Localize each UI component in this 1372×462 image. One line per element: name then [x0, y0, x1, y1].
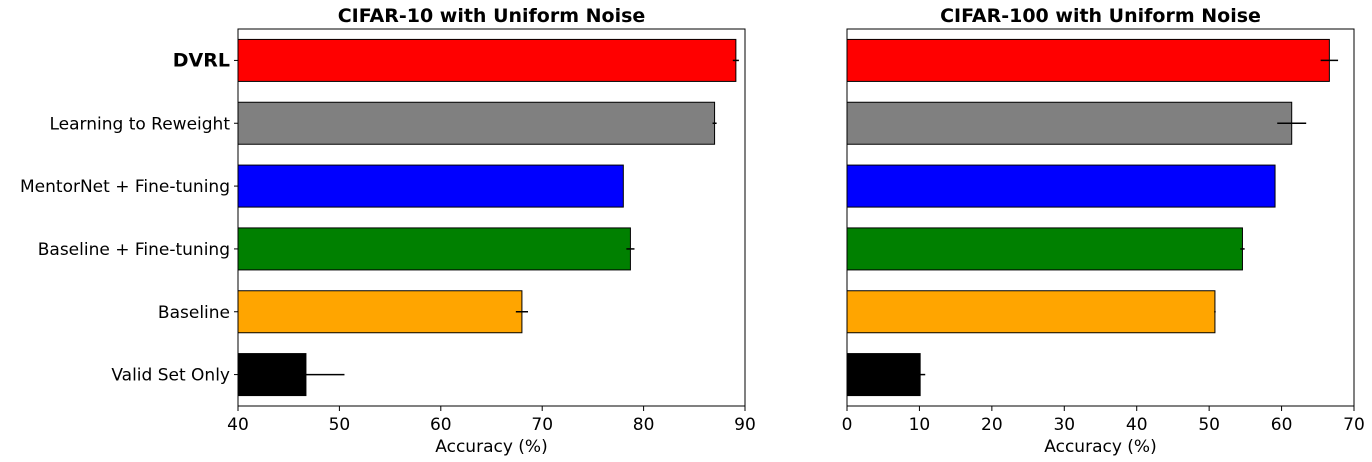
- panel1-category-label-learning-to-reweight: Learning to Reweight: [49, 114, 230, 134]
- panel1-axes-frame: [237, 28, 746, 407]
- panel1-title: CIFAR-10 with Uniform Noise: [338, 5, 646, 27]
- panel2-bar-mentornet-fine-tuning: [846, 164, 1276, 208]
- panel1-xaxis-label: Accuracy (%): [435, 437, 547, 457]
- panel1-category-label-valid-set-only: Valid Set Only: [111, 366, 230, 386]
- panel1-bar-mentornet-fine-tuning: [237, 164, 624, 208]
- panel2-xtick-label: 40: [1126, 415, 1148, 435]
- panel2-axes-frame: [846, 28, 1355, 407]
- panel1-bar-learning-to-reweight: [237, 101, 716, 145]
- panel2-chart: CIFAR-100 with Uniform Noise 0 10 20 30 40 50 6…: [842, 5, 1365, 457]
- panel1-bar-dvrl: [237, 38, 737, 82]
- panel2-xtick-label: 30: [1053, 415, 1075, 435]
- panel2-xtick-label: 10: [909, 415, 931, 435]
- panel1-xtick-label: 90: [734, 415, 756, 435]
- panel1-bar-baseline: [237, 290, 523, 334]
- panel1-xtick-label: 40: [227, 415, 249, 435]
- panel2-xtick-label: 70: [1343, 415, 1365, 435]
- panel1-xtick-label: 50: [329, 415, 351, 435]
- panel2-xaxis-label: Accuracy (%): [1044, 437, 1156, 457]
- panel2-xtick-label: 0: [842, 415, 853, 435]
- panel1-category-label-mentornet-fine-tuning: MentorNet + Fine-tuning: [20, 177, 230, 197]
- panel1-category-label-baseline-fine-tuning: Baseline + Fine-tuning: [38, 240, 230, 260]
- panel2-bar-learning-to-reweight: [846, 101, 1293, 145]
- panel2-xtick-label: 60: [1271, 415, 1293, 435]
- panel1-category-label-dvrl: DVRL: [173, 49, 230, 71]
- panel1-category-label-baseline: Baseline: [158, 303, 230, 323]
- panel2-xtick-label: 20: [981, 415, 1003, 435]
- panel2-bar-valid-set-only: [846, 353, 921, 397]
- panel2-xtick-label: 50: [1198, 415, 1220, 435]
- panel1-chart: CIFAR-10 with Uniform Noise DVRL Learning …: [20, 5, 756, 457]
- panel1-bar-baseline-fine-tuning: [237, 227, 631, 271]
- panel2-bar-baseline-fine-tuning: [846, 227, 1243, 271]
- panel2-title: CIFAR-100 with Uniform Noise: [940, 5, 1261, 27]
- panel2-bar-dvrl: [846, 38, 1330, 82]
- panel1-xtick-label: 80: [633, 415, 655, 435]
- panel1-xtick-label: 70: [531, 415, 553, 435]
- panel2-bar-baseline: [846, 290, 1216, 334]
- panel1-xtick-label: 60: [430, 415, 452, 435]
